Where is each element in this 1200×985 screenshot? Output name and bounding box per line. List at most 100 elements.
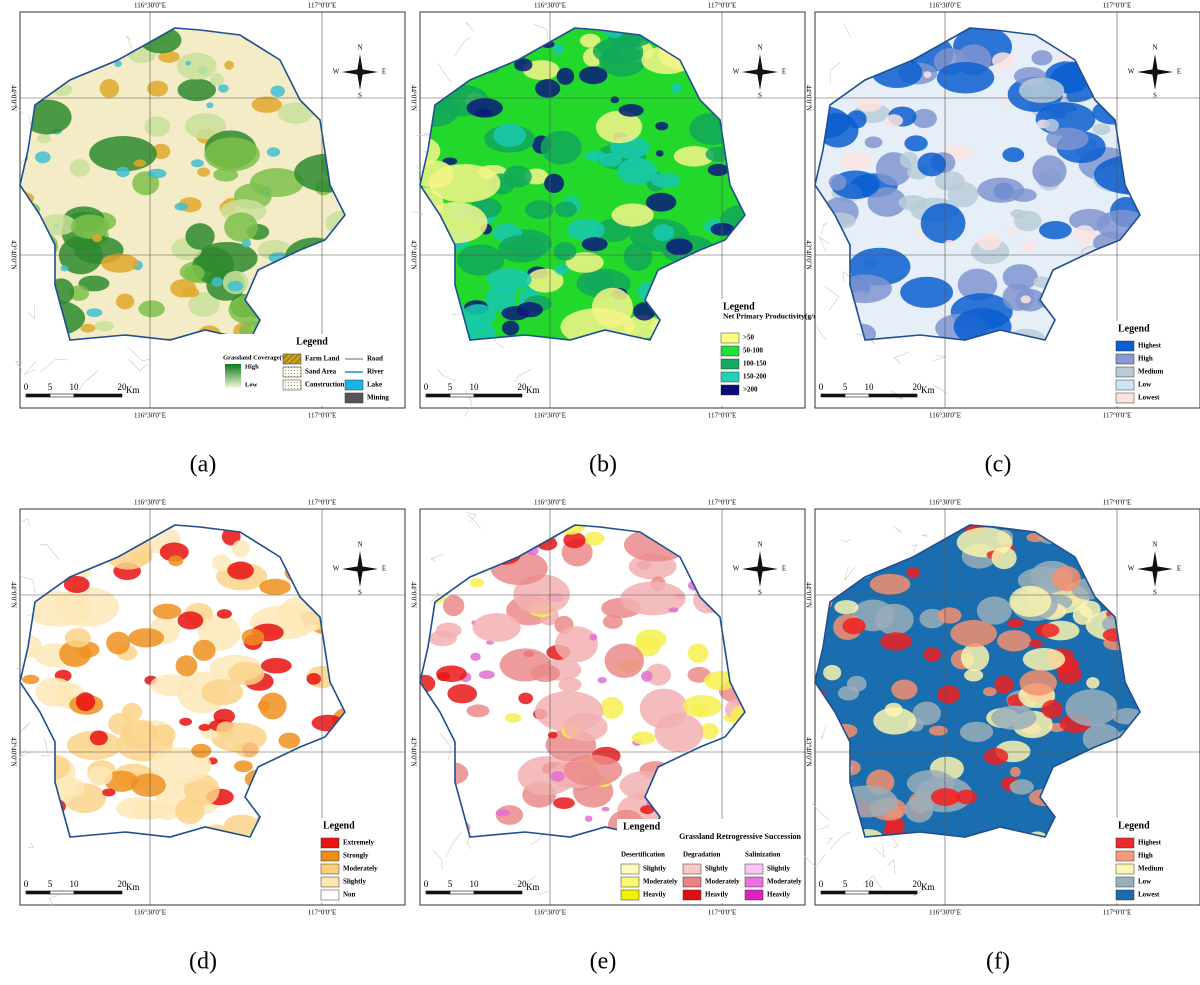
scale-label: 0 [24, 879, 29, 889]
land-patch [1019, 669, 1057, 696]
road [437, 368, 456, 382]
land-patch [460, 304, 496, 328]
map-panel: 116°30'0"E 116°30'0"E 117°0'0"E 117°0'0"E 44… [9, 2, 406, 478]
land-patch [710, 222, 735, 236]
legend-swatch [682, 889, 702, 901]
land-patch [35, 677, 74, 707]
land-patch [617, 157, 658, 185]
legend-swatch [344, 379, 364, 391]
land-patch [873, 707, 917, 735]
land-patch [89, 135, 157, 172]
land-patch [912, 701, 941, 726]
land-patch [898, 195, 928, 211]
road [438, 63, 452, 84]
land-patch [567, 218, 605, 241]
longitude-label: 116°30'0"E [929, 499, 961, 507]
land-patch [233, 760, 253, 773]
land-patch [24, 591, 92, 627]
legend: Legend Extremely Strongly Moderately Slightl… [317, 818, 403, 903]
land-patch [469, 577, 485, 588]
scale-label: 10 [865, 382, 875, 392]
land-patch [69, 159, 91, 177]
compass-label: E [1177, 565, 1181, 573]
land-patch [846, 110, 867, 129]
land-patch [493, 123, 526, 148]
land-patch [992, 52, 1015, 69]
road [931, 355, 947, 362]
compass-label: N [1152, 541, 1157, 549]
panel-caption: (c) [985, 452, 1012, 478]
legend-swatch [282, 353, 302, 365]
legend-box [221, 334, 403, 406]
land-patch [63, 778, 85, 797]
scale-label: 20 [118, 879, 128, 889]
compass-label: W [333, 68, 340, 76]
legend-label: 100-150 [743, 360, 767, 368]
land-patch [63, 576, 90, 593]
legend-swatch [344, 392, 364, 404]
road [873, 845, 885, 858]
land-patch [682, 695, 722, 718]
land-patch [116, 166, 130, 178]
land-patch [184, 113, 227, 140]
land-patch [1065, 689, 1118, 727]
scale-label: 20 [518, 382, 528, 392]
land-patch [144, 116, 171, 137]
road [932, 384, 949, 395]
land-patch [602, 614, 623, 629]
land-patch [840, 152, 872, 170]
land-patch [525, 200, 554, 220]
land-patch [563, 532, 586, 549]
legend-swatch [282, 379, 302, 391]
land-patch [104, 770, 138, 792]
land-patch [565, 252, 604, 273]
legend-label: Mining [367, 394, 389, 402]
road [512, 876, 536, 886]
longitude-label: 116°30'0"E [134, 412, 166, 420]
land-patch [59, 640, 92, 668]
land-patch [869, 573, 911, 595]
north-arrow [1137, 551, 1173, 587]
road [467, 835, 472, 849]
longitude-label: 116°30'0"E [534, 909, 566, 917]
land-patch [1032, 155, 1067, 188]
legend-label: 150-200 [743, 373, 767, 381]
land-patch [224, 814, 260, 836]
legend-swatch [1115, 366, 1135, 378]
land-patch [553, 797, 575, 809]
scale-segment [73, 890, 123, 895]
land-patch [60, 265, 69, 272]
land-patch [158, 50, 180, 63]
land-patch [120, 719, 159, 749]
road [48, 895, 58, 907]
legend-label: Sand Area [305, 368, 337, 376]
road [911, 544, 918, 553]
land-patch [1038, 221, 1072, 240]
land-patch [176, 52, 217, 80]
road [429, 553, 444, 562]
legend-title: Legend [1118, 323, 1150, 334]
scale-segment [473, 393, 523, 398]
road [811, 802, 831, 821]
legend-swatch [320, 889, 340, 901]
scale-segment [25, 393, 51, 398]
scale-unit: Km [126, 385, 140, 395]
legend-title: Lengend [623, 821, 661, 832]
land-patch [78, 275, 110, 292]
land-patch [94, 320, 115, 332]
land-patch [457, 244, 505, 276]
scale-label: 20 [913, 879, 923, 889]
scale-segment [820, 890, 846, 895]
legend-swatch [620, 863, 640, 875]
land-patch [152, 603, 182, 620]
legend-swatch [320, 863, 340, 875]
land-patch [1002, 264, 1038, 291]
compass-label: S [758, 92, 762, 100]
land-patch [175, 797, 205, 825]
land-patch [1092, 123, 1111, 136]
scale-label: 0 [819, 879, 824, 889]
legend-label: River [367, 368, 384, 376]
boundary [19, 524, 346, 838]
longitude-label: 116°30'0"E [134, 499, 166, 507]
compass-label: E [382, 68, 386, 76]
